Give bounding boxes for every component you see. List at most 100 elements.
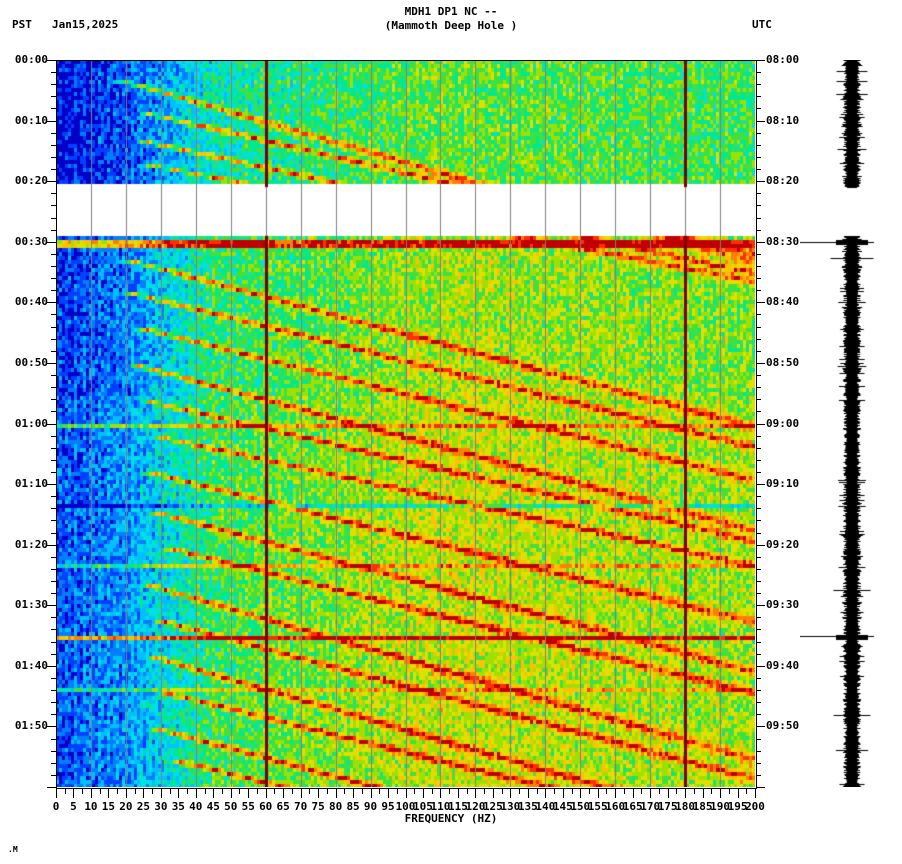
time-tick-major-right (756, 787, 765, 788)
freq-tick-minor (693, 789, 695, 794)
freq-tick-major (90, 789, 92, 798)
freq-tick-major (335, 789, 337, 798)
time-tick-minor-right (756, 72, 761, 74)
freq-tick-minor (187, 789, 189, 794)
time-tick-major-right (756, 120, 765, 122)
time-tick-minor-right (756, 205, 761, 207)
time-tick-minor-left (51, 568, 56, 570)
time-tick-minor-left (51, 496, 56, 498)
time-tick-minor-left (51, 556, 56, 558)
freq-label-120: 120 (465, 800, 486, 813)
freq-tick-minor (117, 789, 119, 794)
freq-tick-minor (484, 789, 486, 794)
time-tick-minor-right (756, 132, 761, 134)
freq-label-0: 0 (52, 800, 60, 813)
time-tick-minor-left (51, 690, 56, 692)
freq-tick-minor (152, 789, 154, 794)
freq-tick-minor (204, 789, 206, 794)
freq-label-190: 190 (710, 800, 730, 813)
time-label-utc-0800: 08:00 (766, 53, 800, 66)
spectrogram-image (56, 60, 755, 787)
freq-label-140: 140 (535, 800, 556, 813)
time-tick-major-left (47, 120, 56, 122)
time-tick-minor-right (756, 532, 761, 534)
freq-tick-minor (588, 789, 590, 794)
freq-label-70: 70 (294, 800, 308, 813)
time-tick-minor-left (51, 411, 56, 413)
time-tick-minor-right (756, 144, 761, 146)
freq-label-200: 200 (745, 800, 765, 813)
freq-tick-major (755, 789, 756, 798)
time-tick-minor-right (756, 278, 761, 280)
time-tick-major-left (47, 241, 56, 243)
freq-tick-major (213, 789, 215, 798)
time-tick-minor-right (756, 435, 761, 437)
time-label-pst-0040: 00:40 (14, 295, 48, 309)
time-tick-minor-left (51, 326, 56, 328)
time-tick-minor-left (51, 84, 56, 86)
time-tick-minor-right (756, 568, 761, 570)
freq-tick-major (388, 789, 390, 798)
freq-tick-minor (396, 789, 398, 794)
freq-tick-major (353, 789, 355, 798)
time-tick-major-right (756, 605, 765, 607)
time-tick-major-right (756, 362, 765, 364)
time-tick-minor-right (756, 399, 761, 401)
time-tick-minor-left (51, 217, 56, 219)
station-title: MDH1 DP1 NC -- (404, 5, 498, 18)
time-label-pst-0050: 00:50 (14, 355, 48, 369)
seismogram-trace (800, 60, 902, 787)
time-tick-minor-right (756, 702, 761, 704)
freq-tick-major (73, 789, 75, 798)
time-label-utc-0830: 08:30 (766, 234, 800, 248)
freq-tick-major (230, 789, 232, 798)
freq-tick-major (125, 789, 127, 798)
freq-tick-minor (641, 789, 643, 794)
time-tick-minor-right (756, 84, 761, 86)
time-tick-minor-left (51, 508, 56, 510)
time-tick-minor-right (756, 520, 761, 522)
freq-tick-major (422, 789, 424, 798)
time-tick-minor-right (756, 265, 761, 267)
time-label-utc-0900: 09:00 (766, 416, 800, 430)
time-tick-minor-right (756, 714, 761, 716)
freq-tick-minor (728, 789, 730, 794)
time-tick-major-right (756, 726, 765, 728)
freq-tick-major (597, 789, 599, 798)
time-tick-minor-right (756, 96, 761, 98)
time-tick-minor-left (51, 387, 56, 389)
time-tick-minor-left (51, 774, 56, 776)
freq-label-125: 125 (482, 800, 503, 813)
freq-tick-major (265, 789, 267, 798)
time-tick-minor-right (756, 411, 761, 413)
freq-label-170: 170 (640, 800, 661, 813)
time-tick-minor-left (51, 435, 56, 437)
freq-tick-minor (309, 789, 311, 794)
freq-tick-minor (449, 789, 451, 794)
time-tick-minor-left (51, 447, 56, 449)
time-label-pst-0100: 01:00 (14, 416, 48, 430)
freq-tick-minor (239, 789, 241, 794)
freq-tick-major (178, 789, 180, 798)
time-tick-minor-right (756, 677, 761, 679)
freq-label-25: 25 (136, 800, 150, 813)
time-tick-minor-right (756, 471, 761, 473)
time-tick-minor-right (756, 690, 761, 692)
time-tick-major-right (756, 484, 765, 486)
time-tick-minor-right (756, 556, 761, 558)
time-tick-minor-left (51, 156, 56, 158)
freq-label-130: 130 (500, 800, 521, 813)
freq-label-55: 55 (241, 800, 255, 813)
time-tick-minor-right (756, 108, 761, 110)
freq-label-110: 110 (430, 800, 451, 813)
freq-tick-minor (134, 789, 136, 794)
spectrogram-plot[interactable] (56, 60, 755, 787)
time-tick-minor-left (51, 144, 56, 146)
freq-label-45: 45 (206, 800, 220, 813)
freq-tick-minor (326, 789, 328, 794)
time-tick-minor-right (756, 738, 761, 740)
freq-tick-minor (466, 789, 468, 794)
time-tick-minor-left (51, 253, 56, 255)
time-tick-minor-right (756, 156, 761, 158)
freq-tick-major (318, 789, 320, 798)
